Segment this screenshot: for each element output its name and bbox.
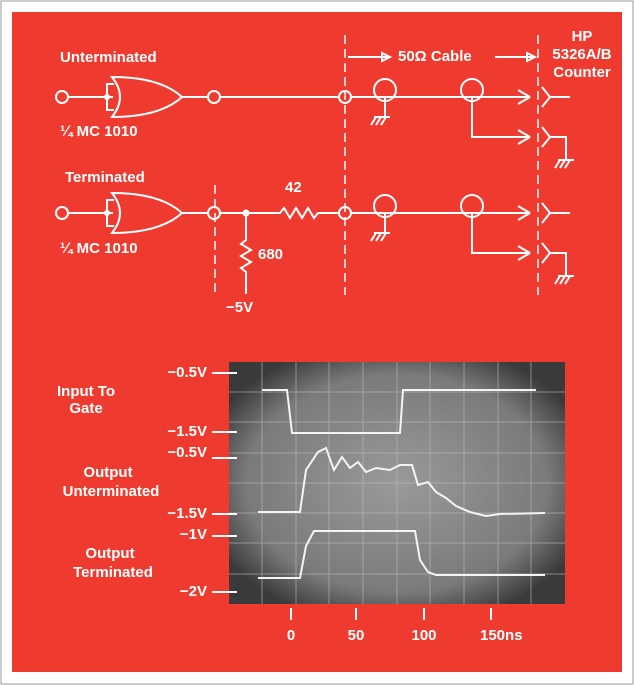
label: −1.5V bbox=[167, 505, 207, 522]
label: −1V bbox=[180, 526, 207, 543]
label: Unterminated bbox=[60, 49, 157, 66]
label: 5326A/B bbox=[552, 46, 611, 63]
figure: Unterminated ¼ MC 1010 Terminated ¼ MC 1… bbox=[0, 0, 634, 685]
label: Gate bbox=[69, 400, 102, 417]
label: Terminated bbox=[73, 564, 153, 581]
label: Terminated bbox=[65, 169, 145, 186]
label: −1.5V bbox=[167, 423, 207, 440]
label: Output bbox=[83, 464, 132, 481]
label: HP bbox=[572, 28, 593, 45]
label: −5V bbox=[226, 299, 253, 316]
label: Unterminated bbox=[63, 483, 160, 500]
x-label: 0 bbox=[287, 627, 295, 644]
label: 680 bbox=[258, 246, 283, 263]
label: 50Ω Cable bbox=[398, 48, 472, 65]
label: ¼ MC 1010 bbox=[60, 123, 138, 140]
label: Counter bbox=[553, 64, 611, 81]
x-label: 100 bbox=[411, 627, 436, 644]
label: Output bbox=[85, 545, 134, 562]
label: −2V bbox=[180, 583, 207, 600]
label: −0.5V bbox=[167, 444, 207, 461]
label: −0.5V bbox=[167, 364, 207, 381]
label: Input To bbox=[57, 383, 115, 400]
label: ¼ MC 1010 bbox=[60, 240, 138, 257]
label: 42 bbox=[285, 179, 302, 196]
x-label: 150ns bbox=[480, 627, 523, 644]
x-label: 50 bbox=[348, 627, 365, 644]
